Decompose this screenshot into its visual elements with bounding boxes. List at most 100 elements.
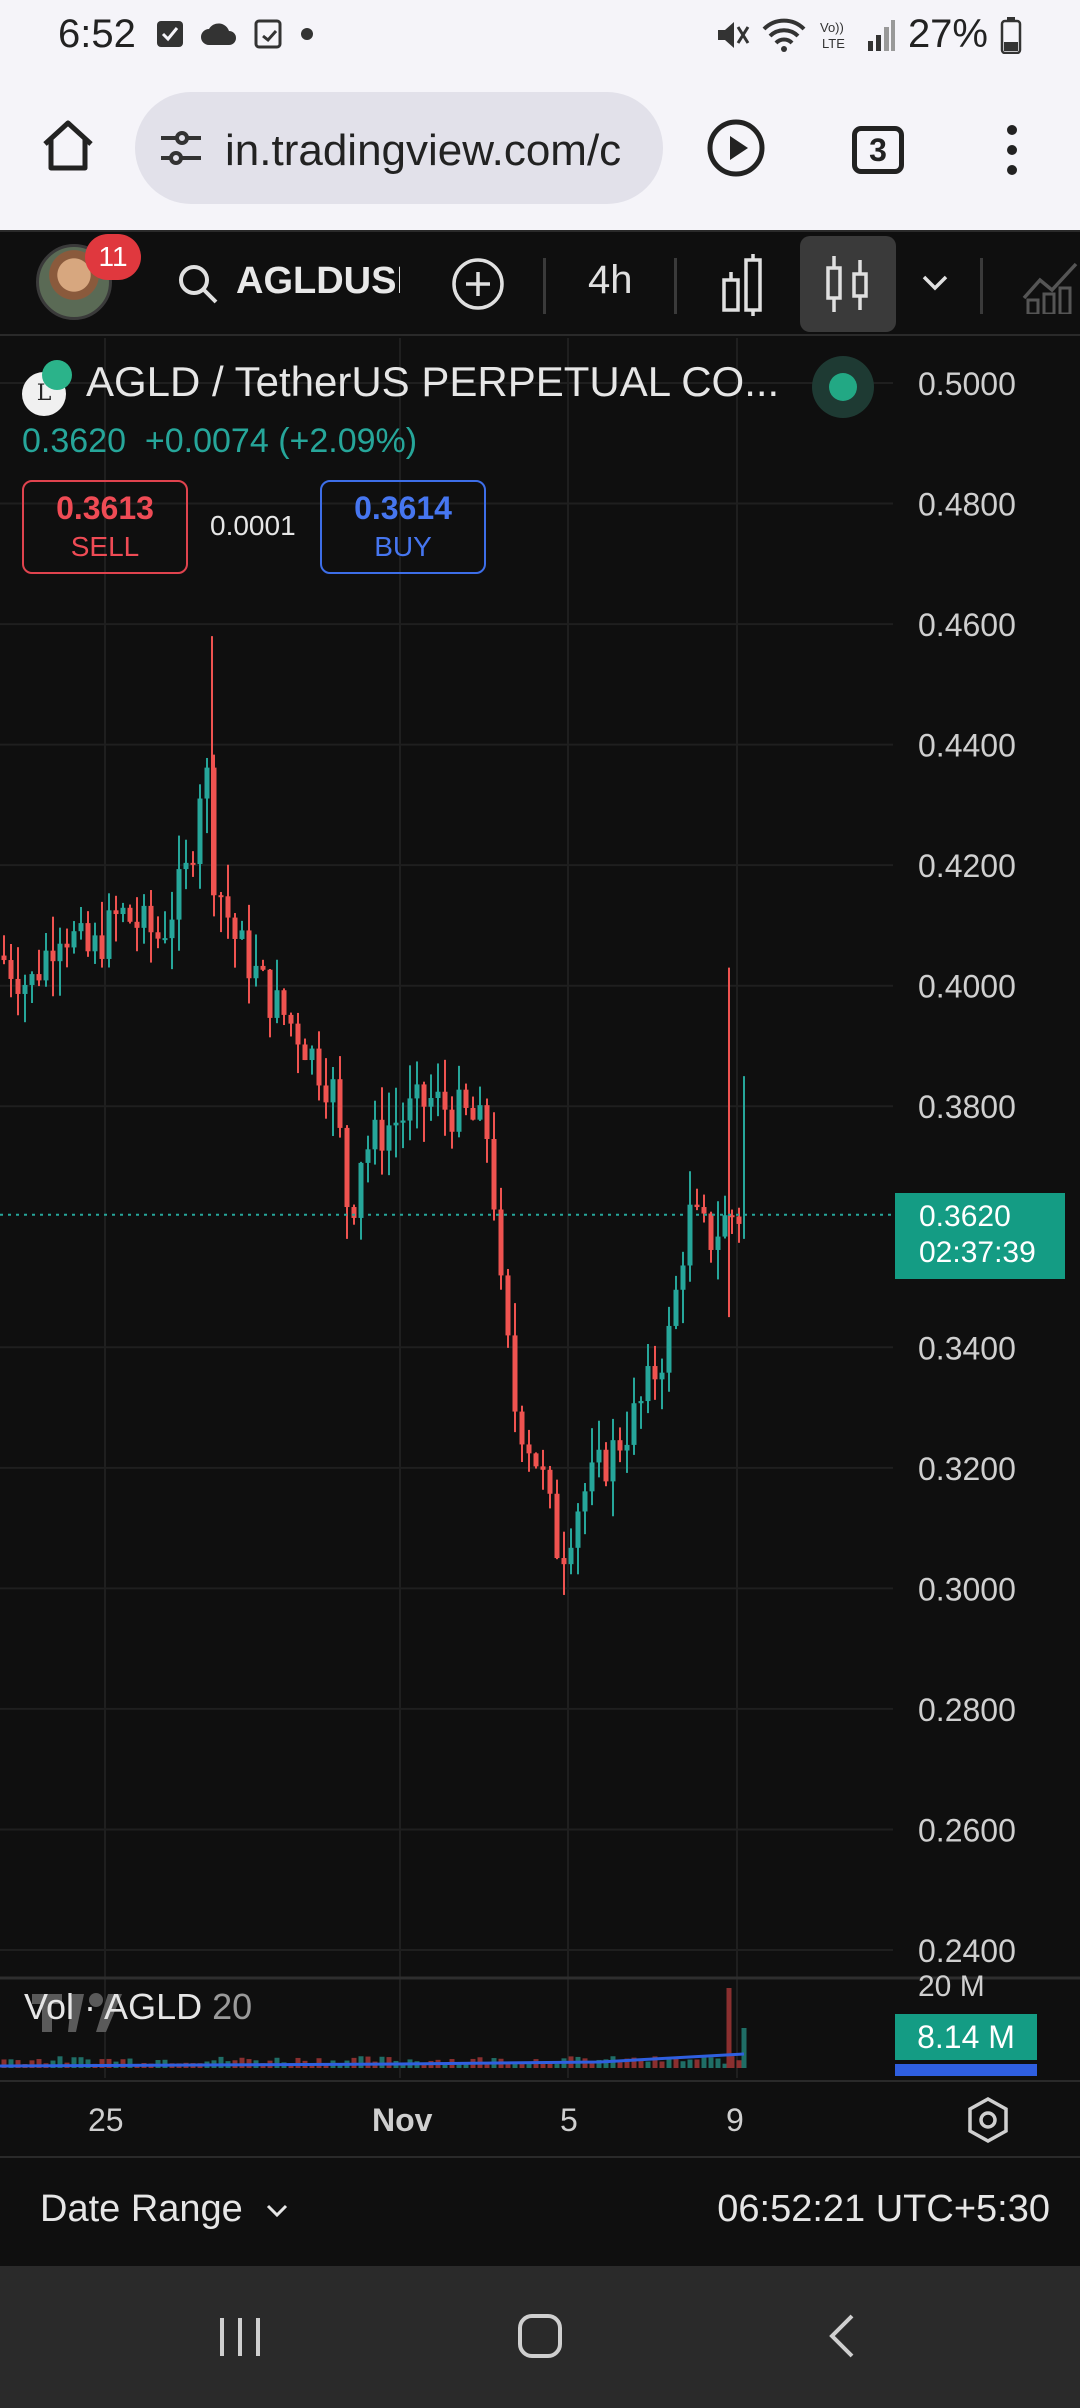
chart-settings-icon[interactable] — [964, 2096, 1012, 2144]
site-settings-icon[interactable] — [157, 126, 205, 170]
candle-body — [470, 1107, 476, 1120]
volume-bar — [379, 2056, 385, 2068]
candle-body — [316, 1048, 322, 1086]
price-tick: 0.3400 — [918, 1330, 1016, 1366]
candle-body — [631, 1403, 637, 1445]
candle-body — [155, 932, 161, 939]
sell-button[interactable]: 0.3613 SELL — [22, 480, 188, 574]
last-price-tag-value: 0.3620 — [919, 1200, 1011, 1233]
status-right: Vo)) LTE 27% — [714, 12, 1022, 57]
candle-body — [232, 917, 238, 939]
candle-body — [463, 1089, 469, 1108]
indicators-icon[interactable] — [1022, 254, 1080, 314]
add-symbol-icon[interactable] — [450, 256, 506, 312]
candle-body — [127, 907, 133, 922]
volume-bar — [645, 2061, 651, 2068]
volume-bar — [239, 2057, 245, 2068]
candle-body — [400, 1120, 406, 1123]
candle-body — [50, 950, 56, 962]
candle-body — [211, 767, 217, 896]
chevron-down-icon — [267, 2204, 288, 2218]
candle-body — [596, 1449, 602, 1463]
chevron-down-icon[interactable] — [920, 272, 950, 294]
candle-body — [78, 923, 84, 932]
candle-body — [484, 1105, 490, 1140]
chart-area[interactable]: 0.5000 0.4800 0.4600 0.4400 0.4200 0.4000 0.38… — [0, 338, 1080, 2078]
candle-body — [71, 931, 77, 948]
volume-bar — [540, 2061, 546, 2068]
recents-icon[interactable] — [216, 2314, 264, 2360]
timezone-clock[interactable]: 06:52:21 UTC+5:30 — [717, 2188, 1050, 2230]
volume-bar — [512, 2061, 518, 2068]
candle-body — [603, 1449, 609, 1482]
candle-body — [680, 1265, 686, 1290]
price-chart[interactable]: 0.5000 0.4800 0.4600 0.4400 0.4200 0.4000 0.38… — [0, 338, 1080, 2078]
price-tick: 0.4800 — [918, 487, 1016, 523]
volume-bar — [603, 2059, 609, 2068]
last-price: 0.3620 — [22, 422, 126, 460]
volume-bar — [442, 2063, 448, 2068]
candle-body — [519, 1411, 525, 1445]
clipboard-icon — [254, 19, 282, 49]
date-tick: 5 — [560, 2102, 578, 2138]
home-icon[interactable] — [40, 118, 96, 174]
candle-body — [99, 935, 105, 959]
system-nav-bar — [0, 2266, 1080, 2408]
sell-label: SELL — [70, 531, 140, 562]
price-tick: 0.3000 — [918, 1571, 1016, 1607]
volume-bar — [631, 2057, 637, 2068]
back-icon[interactable] — [826, 2312, 858, 2360]
volume-bar — [687, 2059, 693, 2068]
date-axis[interactable]: 25 Nov 5 9 — [0, 2080, 1080, 2156]
play-icon[interactable] — [706, 118, 766, 178]
home-nav-icon[interactable] — [516, 2312, 564, 2360]
volume-bar — [15, 2060, 21, 2068]
volume-legend[interactable]: Vol · AGLD 20 — [24, 1986, 252, 2028]
candle-body — [176, 869, 182, 920]
candle-body — [29, 974, 35, 985]
date-range-button[interactable]: Date Range — [40, 2188, 289, 2231]
bar-countdown: 02:37:39 — [919, 1236, 1036, 1269]
more-vert-icon[interactable] — [1000, 122, 1024, 178]
volume-bar — [337, 2063, 343, 2068]
candle-body — [428, 1098, 434, 1107]
mute-icon — [717, 21, 750, 48]
candle-body — [456, 1089, 462, 1132]
svg-text:LTE: LTE — [822, 36, 845, 51]
volume-bar — [295, 2057, 301, 2068]
candle-body — [183, 862, 189, 870]
candle-body — [533, 1453, 539, 1467]
volume-bar — [358, 2056, 364, 2068]
tabs-button[interactable]: 3 — [852, 126, 904, 174]
symbol-search[interactable]: AGLDUSDT — [236, 260, 400, 302]
candle-body — [722, 1215, 728, 1237]
volume-bar — [554, 2063, 560, 2068]
browser-bar: in.tradingview.com/c 3 — [0, 70, 1080, 230]
candles-button[interactable] — [800, 236, 896, 332]
volume-bar — [726, 1988, 732, 2068]
candle-body — [246, 930, 252, 979]
candle-body — [225, 896, 231, 918]
candle-body — [624, 1444, 630, 1451]
market-status-dot[interactable] — [812, 356, 874, 418]
candle-body — [281, 990, 287, 1015]
volume-bar — [365, 2056, 371, 2068]
candle-body — [274, 990, 280, 1018]
search-icon[interactable] — [176, 262, 220, 306]
url-bar[interactable]: in.tradingview.com/c — [135, 92, 663, 204]
candle-body — [43, 950, 49, 981]
svg-text:Vo)): Vo)) — [820, 20, 844, 35]
symbol-title[interactable]: AGLD / TetherUS PERPETUAL CO... — [86, 358, 780, 405]
candle-body — [218, 895, 224, 898]
candle-body — [260, 965, 266, 970]
spread-value: 0.0001 — [210, 510, 296, 541]
candle-body — [568, 1547, 574, 1565]
buy-button[interactable]: 0.3614 BUY — [320, 480, 486, 574]
volume-bar — [729, 2056, 735, 2068]
candle-body — [491, 1139, 497, 1210]
candle-body — [610, 1440, 616, 1482]
bar-chart-icon[interactable] — [718, 252, 770, 318]
volume-bar — [736, 2060, 742, 2068]
candle-body — [407, 1098, 413, 1121]
timeframe-button[interactable]: 4h — [588, 258, 633, 302]
